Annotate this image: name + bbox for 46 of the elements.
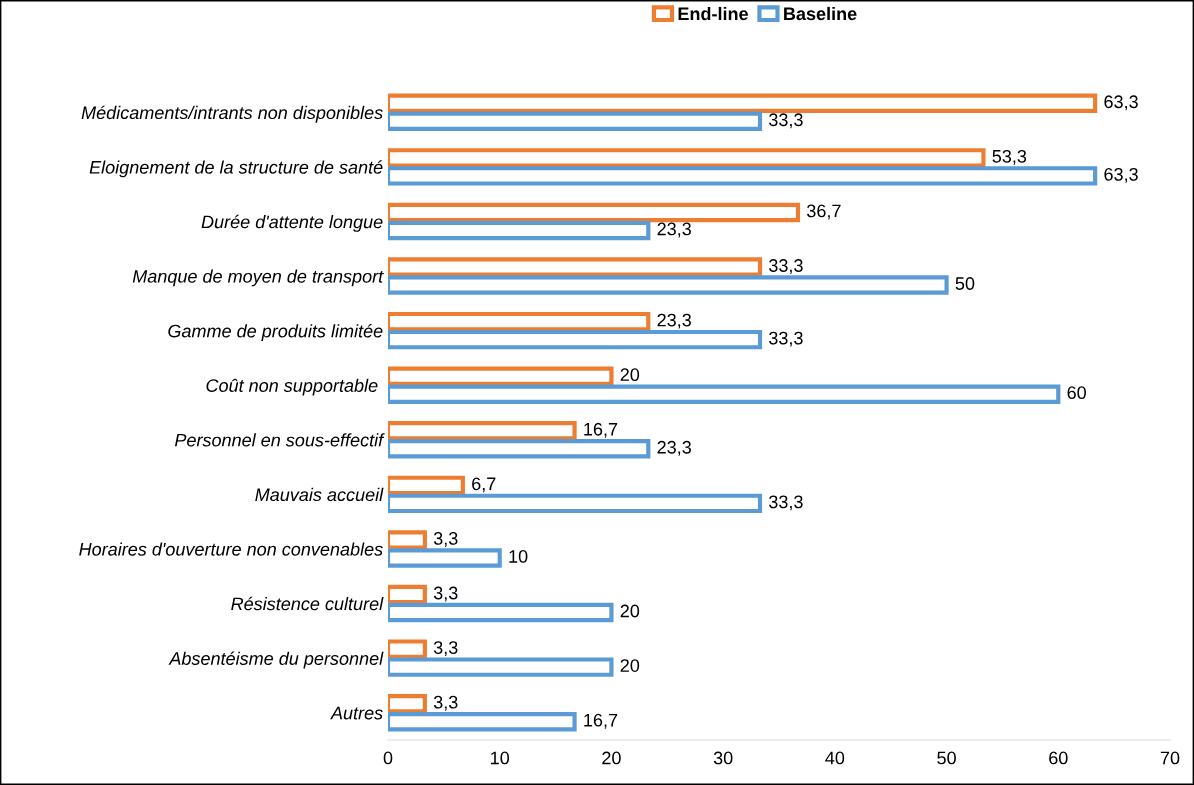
x-tick-label: 50 xyxy=(937,751,956,765)
x-tick-label: 10 xyxy=(491,751,510,765)
data-label: 20 xyxy=(620,368,640,382)
data-label: 33,3 xyxy=(769,331,803,347)
data-label: 3,3 xyxy=(433,695,458,711)
data-label: 33,3 xyxy=(769,259,803,275)
data-label: 3,3 xyxy=(433,586,458,602)
x-tick-label: 40 xyxy=(825,751,845,765)
y-tick-label: Résistence culturel xyxy=(231,596,384,611)
data-label: 63,3 xyxy=(1104,95,1138,111)
data-label: 23,3 xyxy=(657,440,691,456)
y-tick-label: Gamme de produits limitée xyxy=(168,323,383,342)
x-tick-label: 0 xyxy=(383,751,393,765)
data-label: 63,3 xyxy=(1104,167,1138,183)
data-label: 23,3 xyxy=(657,222,691,238)
data-label: 3,3 xyxy=(433,641,458,657)
data-label: 3,3 xyxy=(433,532,458,547)
data-label: 20 xyxy=(620,659,640,672)
y-tick-label: Durée d'attente longue xyxy=(201,214,383,232)
y-tick-label: Mauvais accueil xyxy=(255,487,384,502)
data-label: 6,7 xyxy=(472,477,496,493)
data-label: 20 xyxy=(620,604,640,618)
y-tick-label: Manque de moyen de transport xyxy=(132,269,384,287)
y-tick-label: Horaires d'ouverture non convenables xyxy=(79,542,383,556)
x-tick-label: 60 xyxy=(1049,751,1068,765)
y-tick-label: Personnel en sous-effectif xyxy=(174,433,385,447)
y-tick-label: Eloignement de la structure de santé xyxy=(89,160,383,178)
y-tick-label: Absentéisme du personnel xyxy=(168,651,384,669)
x-tick-label: 30 xyxy=(713,751,733,765)
data-label: 16,7 xyxy=(584,422,618,438)
data-label: 16,7 xyxy=(584,713,618,729)
data-label: 33,3 xyxy=(769,113,803,129)
legend-label: End-line xyxy=(678,6,748,21)
data-label: 50 xyxy=(955,277,975,290)
y-tick-label: Autres xyxy=(330,706,383,720)
y-tick-label: Médicaments/intrants non disponibles xyxy=(81,105,383,123)
legend-label: Baseline xyxy=(784,6,857,21)
data-label: 23,3 xyxy=(657,313,691,329)
y-tick-label: Coût non supportable xyxy=(206,378,378,396)
data-label: 36,7 xyxy=(807,204,841,220)
data-label: 10 xyxy=(509,550,528,563)
data-label: 60 xyxy=(1067,386,1086,400)
x-tick-label: 20 xyxy=(602,751,621,765)
data-label: 53,3 xyxy=(992,149,1027,165)
x-tick-label: 70 xyxy=(1160,751,1180,765)
data-label: 33,3 xyxy=(769,495,803,511)
